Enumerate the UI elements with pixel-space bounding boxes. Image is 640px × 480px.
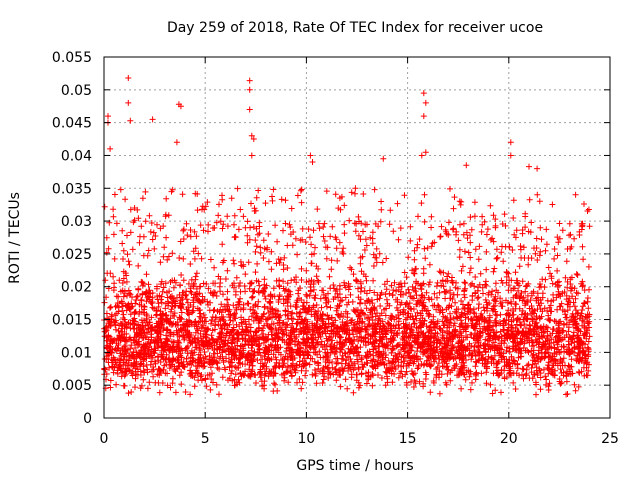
- roti-points: [101, 75, 593, 398]
- x-axis-label: GPS time / hours: [296, 458, 413, 474]
- x-tick-label: 0: [100, 431, 109, 447]
- x-tick-label: 20: [500, 431, 518, 447]
- ticks-layer: [103, 56, 611, 419]
- y-tick-label: 0.035: [52, 181, 92, 197]
- plot-frame: [103, 56, 611, 419]
- y-tick-label: 0.03: [61, 214, 92, 230]
- y-tick-label: 0.045: [52, 116, 92, 132]
- y-tick-label: 0.015: [52, 313, 92, 329]
- data-points-layer: [101, 75, 593, 398]
- x-tick-label: 5: [201, 431, 210, 447]
- x-tick-label: 25: [601, 431, 619, 447]
- x-tick-labels: 0 5 10 15 20 25: [100, 431, 619, 447]
- y-tick-label: 0.025: [52, 247, 92, 263]
- y-tick-label: 0.005: [52, 378, 92, 394]
- y-tick-label: 0.055: [52, 50, 92, 66]
- x-tick-label: 10: [297, 431, 315, 447]
- y-tick-label: 0.02: [61, 280, 92, 296]
- chart-title: Day 259 of 2018, Rate Of TEC Index for r…: [167, 20, 543, 36]
- y-tick-label: 0.05: [61, 83, 92, 99]
- y-tick-label: 0.04: [61, 148, 92, 164]
- y-tick-labels: 0 0.005 0.01 0.015 0.02 0.025 0.03 0.035 0.04 0.0…: [52, 50, 92, 427]
- x-tick-label: 15: [399, 431, 417, 447]
- y-tick-label: 0: [83, 411, 92, 427]
- y-axis-label: ROTI / TECUs: [7, 192, 23, 284]
- y-tick-label: 0.01: [61, 345, 92, 361]
